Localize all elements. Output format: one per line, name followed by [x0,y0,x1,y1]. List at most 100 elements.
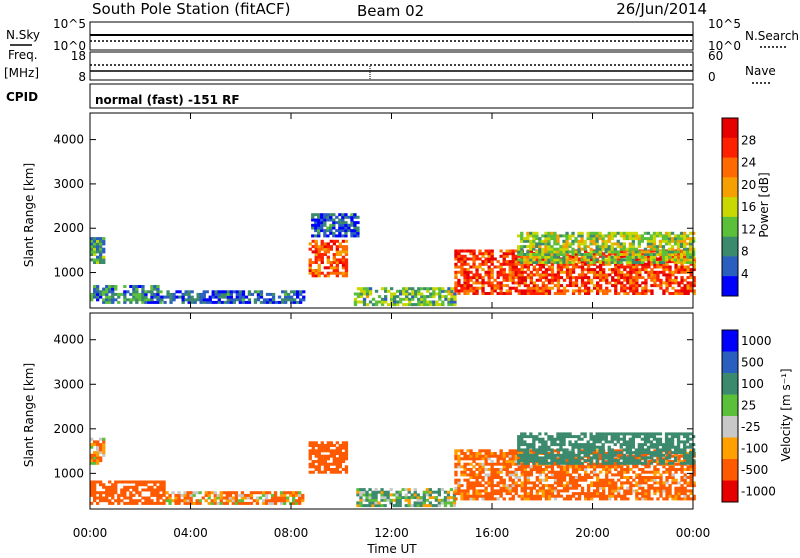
scatter-cell [565,250,569,254]
scatter-cell [286,499,290,503]
scatter-cell [634,453,638,457]
scatter-cell [595,258,599,262]
scatter-cell [596,478,600,482]
scatter-cell [608,273,612,277]
scatter-cell [380,493,384,497]
scatter-cell [520,497,524,501]
scatter-cell [159,480,163,484]
scatter-cell [637,253,641,256]
scatter-cell [611,478,615,482]
scatter-cell [668,489,672,493]
scatter-cell [677,284,681,288]
scatter-cell [338,218,342,222]
scatter-cell [641,492,645,496]
scatter-cell [614,262,618,266]
scatter-cell [490,497,494,501]
scatter-cell [105,493,109,497]
scatter-cell [644,492,648,496]
scatter-cell [332,454,336,458]
scatter-cell [153,480,157,484]
scatter-cell [607,255,611,259]
scatter-cell [553,231,557,235]
scatter-cell [517,292,521,295]
scatter-cell [635,284,639,288]
scatter-cell [602,276,606,280]
scatter-cell [613,250,617,254]
scatter-cell [599,454,603,458]
scatter-cell [625,237,629,241]
scatter-cell [407,496,411,500]
scatter-cell [599,494,603,498]
scatter-cell [631,234,635,238]
scatter-cell [523,476,527,479]
scatter-cell [508,473,512,477]
scatter-cell [344,441,349,445]
scatter-cell [90,480,94,484]
scatter-cell [680,470,684,474]
scatter-cell [362,300,367,304]
scatter-cell [532,289,536,293]
scatter-cell [653,473,657,477]
scatter-cell [93,493,97,497]
scatter-cell [502,252,506,256]
scatter-cell [332,444,336,447]
scatter-cell [683,278,687,282]
scatter-cell [593,484,597,488]
scatter-cell [674,497,678,501]
scatter-cell [550,453,554,457]
scatter-cell [589,432,593,436]
scatter-cell [437,501,441,505]
scatter-cell [619,234,623,238]
scatter-cell [553,486,558,490]
scatter-cell [673,459,678,463]
scatter-cell [676,440,681,444]
scatter-cell [490,284,494,288]
scatter-cell [490,289,494,293]
scatter-cell [298,501,302,505]
scatter-cell [595,234,599,238]
scatter-cell [616,245,620,249]
scatter-cell [538,468,542,471]
scatter-cell [599,284,603,288]
scatter-cell [96,461,100,465]
scatter-cell [620,265,624,269]
scatter-cell [99,456,103,460]
scatter-cell [356,229,360,233]
scatter-cell [408,300,412,304]
scatter-cell [320,446,324,450]
scatter-cell [526,459,530,463]
scatter-cell [556,459,560,463]
scatter-cell [99,250,103,254]
scatter-cell [132,292,136,296]
scatter-cell [577,461,581,465]
scatter-cell [508,457,512,461]
scatter-cell [481,449,485,453]
scatter-cell [405,297,409,301]
scatter-cell [362,303,367,307]
scatter-cell [435,303,439,307]
scatter-cell [135,295,139,299]
scatter-cell [311,269,315,272]
scatter-cell [647,484,651,488]
scatter-cell [677,252,681,256]
scatter-cell [638,486,642,490]
scatter-cell [132,485,136,489]
scatter-cell [399,297,403,301]
scatter-cell [463,497,467,501]
scatter-cell [454,457,458,461]
scatter-cell [553,276,558,280]
scatter-cell [311,250,315,254]
scatter-cell [580,276,585,280]
scatter-cell [584,497,588,501]
scatter-cell [689,284,693,288]
scatter-cell [590,492,594,496]
scatter-cell [643,253,648,256]
scatter-cell [601,443,605,447]
scatter-cell [281,300,285,304]
scatter-cell [571,468,576,471]
scatter-cell [532,234,536,238]
scatter-cell [517,476,521,479]
scatter-cell [472,289,476,293]
scatter-cell [469,257,473,261]
scatter-cell [649,451,654,455]
